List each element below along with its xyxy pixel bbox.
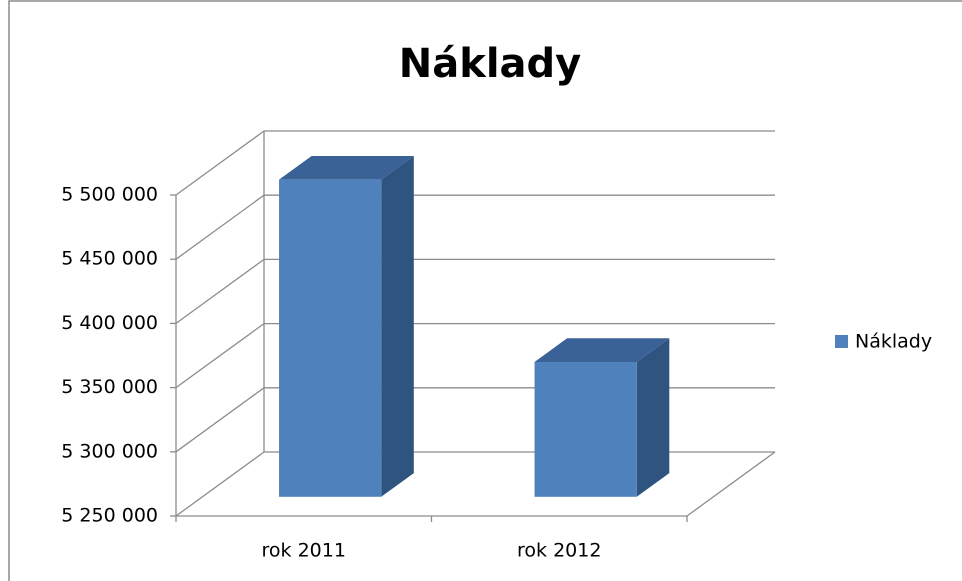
y-tick-label: 5 500 000 — [61, 184, 158, 206]
grid-line — [175, 130, 775, 196]
bar — [279, 179, 382, 497]
y-tick-label: 5 250 000 — [61, 505, 158, 527]
x-tick-label: rok 2011 — [262, 540, 346, 562]
bar-side — [636, 338, 670, 497]
bar — [534, 361, 637, 497]
legend-label: Náklady — [855, 331, 932, 353]
y-tick-label: 5 350 000 — [61, 376, 158, 398]
bar-side — [381, 155, 414, 497]
chart-border — [8, 0, 962, 581]
y-tick-label: 5 400 000 — [61, 312, 158, 334]
bar-top — [279, 155, 414, 180]
x-tick-label: rok 2012 — [517, 540, 601, 562]
legend-swatch — [835, 335, 848, 348]
y-tick-label: 5 300 000 — [61, 440, 158, 462]
y-tick-label: 5 450 000 — [61, 248, 158, 270]
grid-line — [175, 194, 775, 260]
grid-line — [175, 322, 775, 389]
chart-title: Náklady — [399, 41, 581, 87]
bar-top — [534, 338, 670, 362]
grid-line — [175, 258, 775, 324]
